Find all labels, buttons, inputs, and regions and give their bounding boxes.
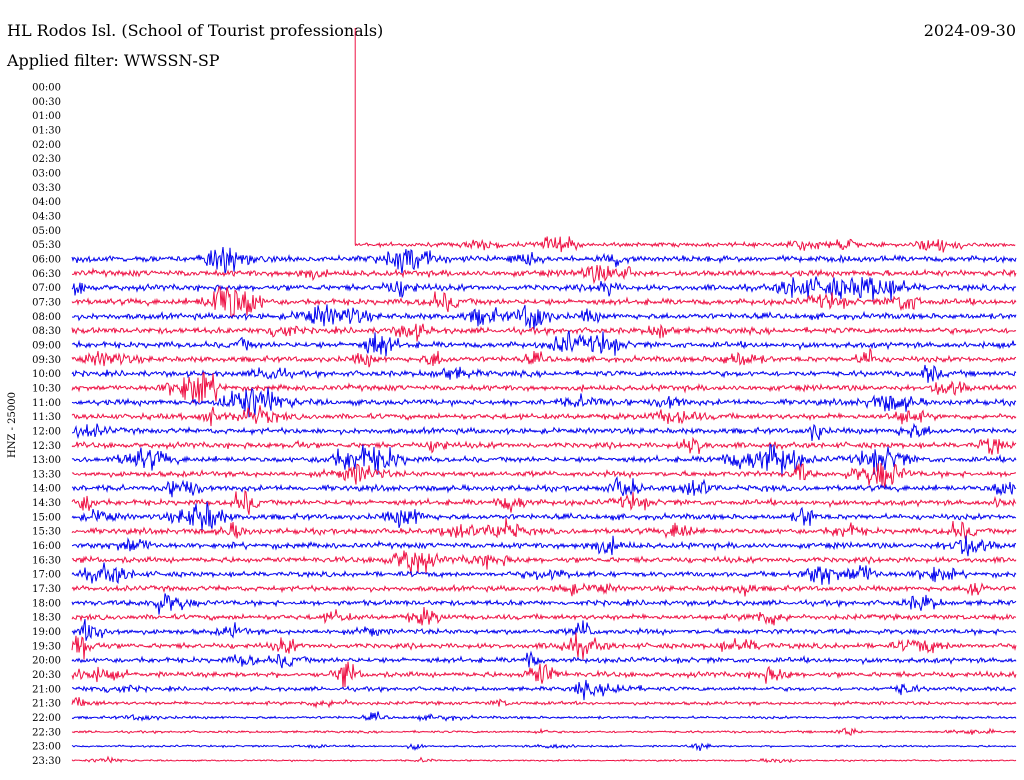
- y-axis-label: HNZ - 25000: [7, 392, 18, 458]
- trace-row: [71, 405, 1017, 427]
- time-tick-label: 04:30: [32, 211, 61, 222]
- trace-row: [71, 364, 1017, 383]
- trace-row: [71, 727, 1016, 736]
- trace-row: [71, 755, 1017, 764]
- time-tick-labels: 00:00 00:30 01:00 01:30 02:00 02:30 03:00 03:30…: [32, 83, 61, 768]
- time-tick-label: 01:00: [32, 111, 61, 122]
- trace-row: [71, 330, 1017, 357]
- time-tick-label: 01:30: [32, 125, 61, 136]
- time-tick-label: 21:00: [32, 684, 61, 695]
- time-tick-label: 22:00: [32, 713, 61, 724]
- trace-row: [71, 518, 1017, 542]
- time-tick-label: 06:00: [32, 254, 61, 265]
- trace-row: [71, 632, 1017, 660]
- trace-row: [71, 562, 1017, 585]
- time-tick-label: 11:00: [32, 398, 61, 409]
- trace-row: [71, 550, 1017, 575]
- time-tick-label: 10:00: [32, 369, 61, 380]
- time-tick-label: 08:00: [32, 312, 61, 323]
- time-tick-label: 02:00: [32, 140, 61, 151]
- trace-row: [71, 265, 1017, 285]
- time-tick-label: 07:00: [32, 283, 61, 294]
- trace-row: [71, 304, 1017, 331]
- time-tick-label: 14:00: [32, 484, 61, 495]
- trace-row: [71, 444, 1017, 475]
- trace-row: [71, 462, 1017, 489]
- trace-row: [71, 422, 1017, 442]
- trace-row: [71, 679, 1017, 701]
- trace-row: [71, 661, 1017, 688]
- time-tick-label: 04:00: [32, 197, 61, 208]
- time-tick-label: 09:00: [32, 340, 61, 351]
- time-tick-label: 13:00: [32, 455, 61, 466]
- trace-row: [71, 436, 1017, 455]
- time-tick-label: 00:00: [32, 83, 61, 94]
- time-tick-label: 03:00: [32, 168, 61, 179]
- time-tick-label: 23:00: [32, 742, 61, 753]
- time-tick-label: 20:00: [32, 656, 61, 667]
- trace-row: [71, 650, 1017, 669]
- time-tick-label: 18:00: [32, 598, 61, 609]
- filter-label: Applied filter: WWSSN-SP: [6, 51, 220, 70]
- time-tick-label: 06:30: [32, 269, 61, 280]
- time-tick-label: 11:30: [32, 412, 61, 423]
- time-tick-label: 13:30: [32, 469, 61, 480]
- station-title: HL Rodos Isl. (School of Tourist profess…: [7, 21, 383, 40]
- time-tick-label: 18:30: [32, 613, 61, 624]
- trace-row: [71, 348, 1017, 368]
- trace-row: [354, 236, 1016, 253]
- time-tick-label: 17:30: [32, 584, 61, 595]
- trace-row: [71, 711, 1017, 723]
- trace-row: [71, 618, 1017, 641]
- date-label: 2024-09-30: [924, 21, 1016, 40]
- trace-row: [71, 696, 1017, 709]
- trace-row: [71, 490, 1017, 515]
- seismic-traces: [71, 236, 1017, 764]
- time-tick-label: 19:00: [32, 627, 61, 638]
- time-tick-label: 21:30: [32, 699, 61, 710]
- trace-row: [71, 582, 1017, 597]
- time-tick-label: 22:30: [32, 727, 61, 738]
- time-tick-label: 05:30: [32, 240, 61, 251]
- trace-row: [71, 247, 1017, 275]
- trace-row: [71, 276, 1017, 303]
- time-tick-label: 02:30: [32, 154, 61, 165]
- trace-row: [71, 607, 1017, 626]
- time-tick-label: 15:00: [32, 512, 61, 523]
- time-tick-label: 08:30: [32, 326, 61, 337]
- time-tick-label: 16:00: [32, 541, 61, 552]
- time-tick-label: 16:30: [32, 555, 61, 566]
- trace-row: [71, 535, 1017, 557]
- time-tick-label: 10:30: [32, 383, 61, 394]
- trace-row: [71, 387, 1017, 418]
- time-tick-label: 14:30: [32, 498, 61, 509]
- time-tick-label: 03:30: [32, 183, 61, 194]
- time-tick-label: 17:00: [32, 570, 61, 581]
- trace-row: [71, 501, 1017, 531]
- time-tick-label: 20:30: [32, 670, 61, 681]
- trace-row: [71, 323, 1017, 342]
- time-tick-label: 23:30: [32, 756, 61, 767]
- trace-row: [71, 286, 1017, 318]
- time-tick-label: 19:30: [32, 641, 61, 652]
- trace-row: [71, 475, 1017, 498]
- time-tick-label: 15:30: [32, 527, 61, 538]
- time-tick-label: 07:30: [32, 297, 61, 308]
- trace-row: [71, 372, 1017, 403]
- time-tick-label: 05:00: [32, 226, 61, 237]
- time-tick-label: 12:00: [32, 426, 61, 437]
- time-tick-label: 09:30: [32, 355, 61, 366]
- time-tick-label: 00:30: [32, 97, 61, 108]
- trace-row: [71, 593, 1017, 615]
- time-tick-label: 12:30: [32, 441, 61, 452]
- trace-row: [71, 742, 1017, 752]
